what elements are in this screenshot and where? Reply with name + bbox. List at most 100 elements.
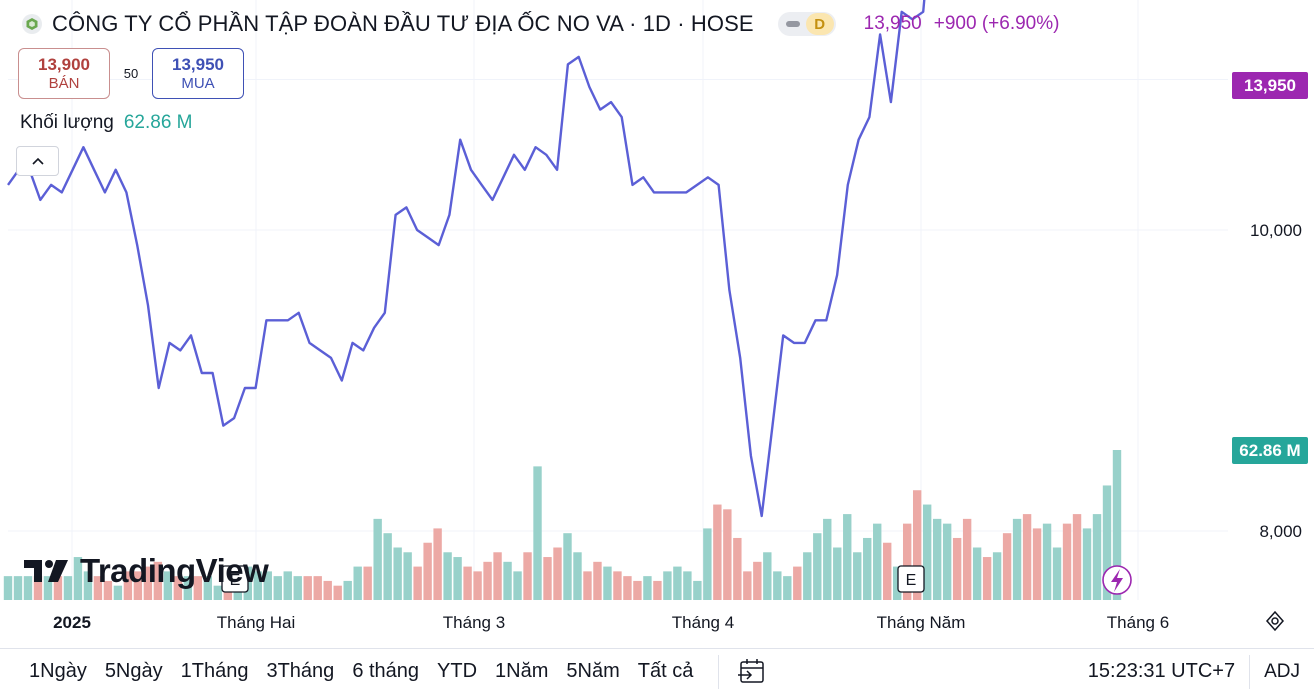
- volume-bar: [643, 576, 652, 600]
- volume-bar: [483, 561, 492, 600]
- earnings-e-icon[interactable]: [897, 565, 925, 593]
- volume-bar: [353, 566, 362, 600]
- price-series-line: [7, 0, 926, 518]
- volume-bar: [263, 571, 272, 600]
- volume-bar: [153, 561, 163, 600]
- volume-bar: [733, 537, 742, 600]
- volume-bar: [573, 552, 582, 600]
- y-tick-label: 10,000: [1250, 221, 1302, 240]
- volume-bar: [533, 466, 542, 600]
- volume-bar: [1052, 547, 1062, 600]
- header-change: +900 (+6.90%): [933, 13, 1060, 34]
- x-tick-label: 2025: [53, 613, 91, 632]
- range-5d[interactable]: 5Ngày: [104, 660, 163, 682]
- buy-button[interactable]: 13,950 MUA: [152, 48, 244, 99]
- x-tick-label: Tháng 3: [443, 613, 505, 632]
- volume-bar: [73, 557, 83, 600]
- volume-bar: [773, 571, 782, 600]
- volume-bar: [253, 571, 262, 600]
- volume-bar: [93, 576, 103, 600]
- settings-button[interactable]: [1262, 608, 1288, 634]
- goto-date-button[interactable]: [735, 655, 769, 689]
- volume-bar: [143, 566, 153, 600]
- volume-bar: [753, 561, 762, 600]
- volume-bar: [423, 542, 432, 600]
- volume-bar: [1082, 528, 1092, 600]
- volume-bar: [813, 533, 822, 600]
- volume-bar: [553, 547, 562, 600]
- symbol-title[interactable]: CÔNG TY CỔ PHẦN TẬP ĐOÀN ĐẦU TƯ ĐỊA ỐC N…: [52, 11, 754, 36]
- earnings-e-label: E: [906, 572, 917, 589]
- collapse-legend-button[interactable]: [16, 146, 59, 176]
- volume-bar: [833, 547, 842, 600]
- volume-bar: [793, 566, 802, 600]
- last-volume-tag: 62.86 M: [1232, 437, 1308, 464]
- market-status-pill[interactable]: D: [777, 12, 836, 36]
- range-1d[interactable]: 1Ngày: [29, 660, 87, 682]
- volume-bar: [403, 552, 412, 600]
- volume-bar: [373, 518, 382, 600]
- tradingview-logo[interactable]: TradingView: [22, 552, 269, 590]
- volume-bar: [873, 523, 882, 600]
- volume-bar: [33, 576, 43, 600]
- volume-bar: [103, 580, 113, 600]
- volume-bar: [163, 571, 173, 600]
- calendar-goto-icon: [738, 658, 765, 683]
- volume-bar: [803, 552, 812, 600]
- tradingview-logo-text: TradingView: [80, 552, 269, 589]
- volume-bar: [503, 561, 512, 600]
- stock-logo-icon[interactable]: [22, 14, 42, 34]
- range-6m[interactable]: 6 tháng: [352, 660, 420, 682]
- volume-label: Khối lượng: [20, 112, 114, 133]
- clock[interactable]: 15:23:31 UTC+7: [1087, 660, 1236, 682]
- earnings-e-icon[interactable]: [221, 565, 249, 593]
- range-1m[interactable]: 1Tháng: [180, 660, 249, 682]
- volume-bar: [563, 533, 572, 600]
- sell-button[interactable]: 13,900 BÁN: [18, 48, 110, 99]
- y-tick-label: 8,000: [1259, 522, 1302, 541]
- volume-bar: [83, 571, 93, 600]
- trade-panel: 13,900 BÁN 50 13,950 MUA: [18, 48, 244, 99]
- volume-bar: [313, 576, 322, 600]
- volume-bar: [413, 566, 422, 600]
- chevron-up-icon: [31, 157, 44, 165]
- price-chart[interactable]: 15,00013,00012,00011,00010,0008,0002025T…: [0, 0, 1314, 640]
- toolbar-divider: [718, 654, 720, 689]
- volume-bar: [893, 566, 902, 600]
- volume-bar: [932, 518, 942, 600]
- volume-bar: [363, 566, 372, 600]
- volume-bar: [303, 576, 312, 600]
- volume-bar: [433, 528, 442, 600]
- range-3m[interactable]: 3Tháng: [266, 660, 335, 682]
- range-all[interactable]: Tất cả: [637, 660, 694, 682]
- volume-bar: [603, 566, 612, 600]
- earnings-e-label: E: [230, 572, 241, 589]
- volume-bar: [343, 580, 352, 600]
- x-tick-label: Tháng Hai: [217, 613, 295, 632]
- x-tick-label: Tháng 4: [672, 613, 734, 632]
- volume-bar: [283, 571, 292, 600]
- volume-bar: [1022, 514, 1032, 600]
- volume-legend[interactable]: Khối lượng 62.86 M: [20, 112, 193, 134]
- x-tick-label: Tháng 6: [1107, 613, 1169, 632]
- volume-bar: [992, 552, 1002, 600]
- volume-bar: [853, 552, 862, 600]
- range-1y[interactable]: 1Năm: [495, 660, 549, 682]
- volume-bar: [23, 576, 33, 600]
- volume-bar: [673, 566, 682, 600]
- volume-bar: [1042, 523, 1052, 600]
- volume-bar: [523, 552, 532, 600]
- volume-bar: [982, 557, 992, 600]
- volume-bar: [113, 585, 123, 600]
- range-ytd[interactable]: YTD: [437, 660, 478, 682]
- volume-bar: [663, 571, 672, 600]
- volume-bar: [883, 542, 892, 600]
- range-5y[interactable]: 5Năm: [566, 660, 620, 682]
- adj-button[interactable]: ADJ: [1249, 654, 1314, 689]
- volume-bar: [493, 552, 502, 600]
- volume-bar: [463, 566, 472, 600]
- volume-bar: [63, 576, 73, 600]
- volume-bar: [193, 576, 203, 600]
- sell-label: BÁN: [48, 74, 80, 92]
- volume-bar: [513, 571, 522, 600]
